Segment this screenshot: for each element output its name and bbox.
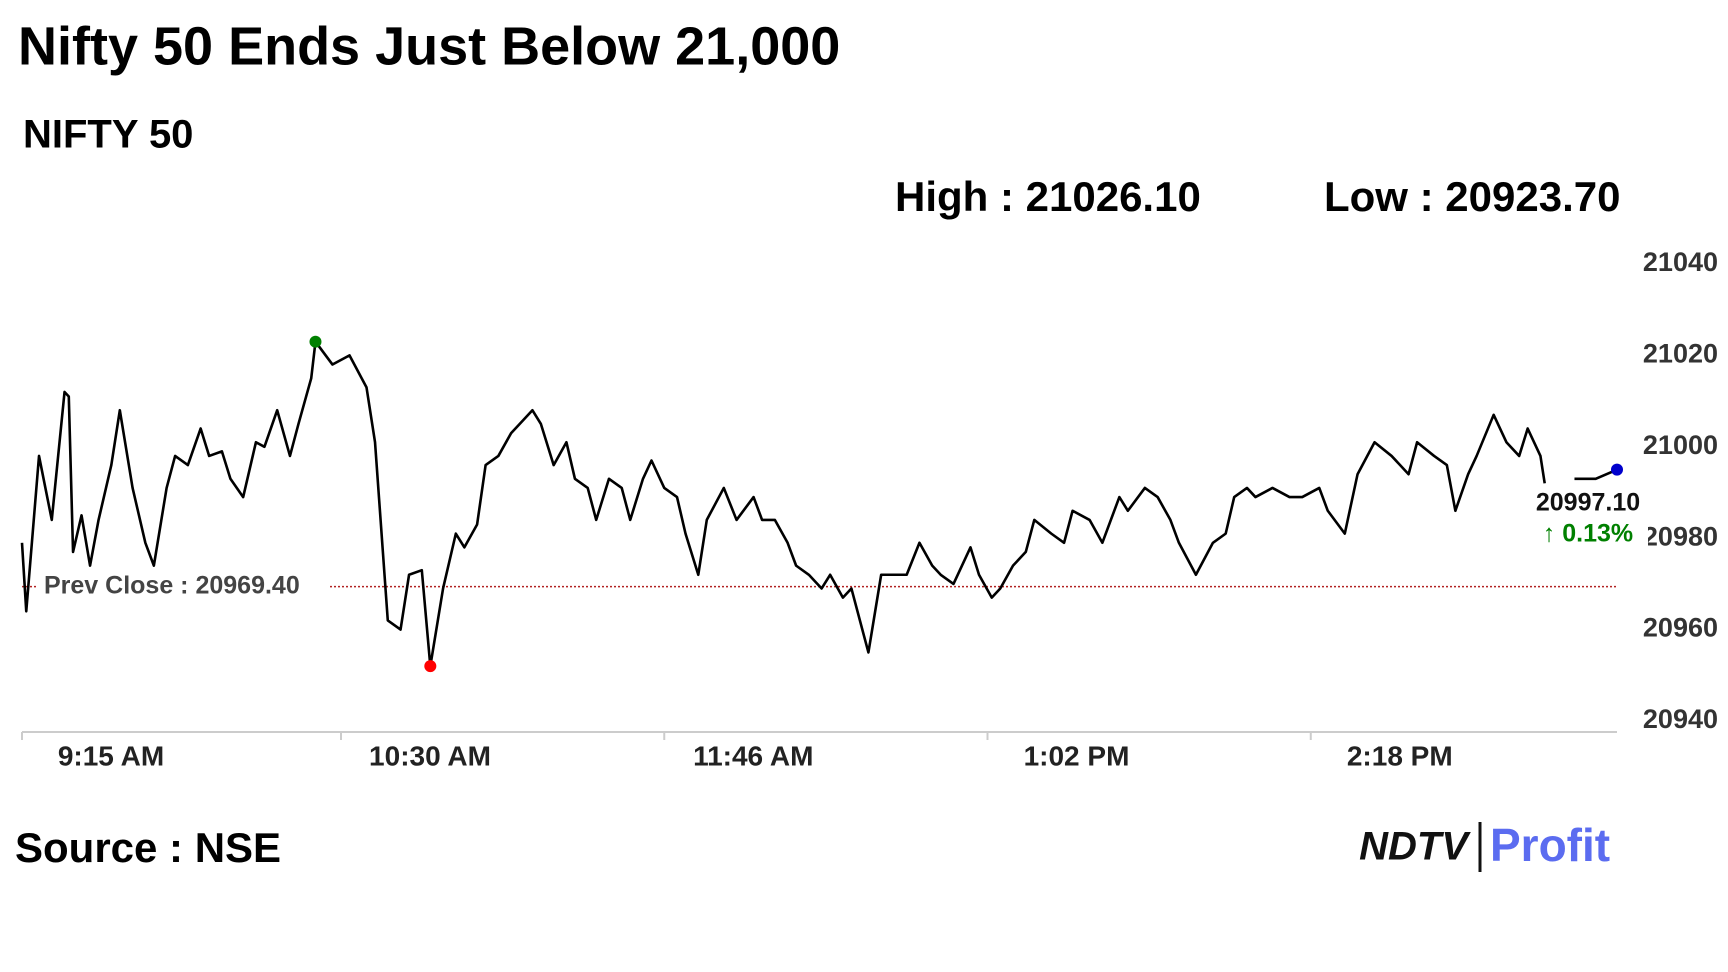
prev-close-label-bg	[38, 570, 328, 603]
chart-title: Nifty 50 Ends Just Below 21,000	[18, 16, 840, 76]
y-tick-label: 20960	[1643, 613, 1718, 643]
high-label: High : 21026.10	[895, 173, 1201, 220]
x-tick-label: 9:15 AM	[58, 740, 164, 771]
y-tick-label: 21000	[1643, 430, 1718, 460]
change-label: ↑ 0.13%	[1543, 520, 1633, 548]
x-tick-label: 2:18 PM	[1347, 740, 1453, 771]
source: Source : NSE	[15, 824, 281, 871]
price-line	[1574, 468, 1618, 481]
last-label-bg	[1528, 486, 1648, 550]
y-tick-label: 21040	[1643, 247, 1718, 277]
x-tick-label: 11:46 AM	[693, 740, 813, 771]
high-marker	[309, 335, 322, 348]
low-label: Low : 20923.70	[1324, 173, 1620, 220]
y-tick-label: 20940	[1643, 704, 1718, 734]
chart-subtitle: NIFTY 50	[23, 113, 193, 157]
x-tick-label: 1:02 PM	[1024, 740, 1130, 771]
y-tick-label: 20980	[1643, 521, 1718, 551]
last-marker	[1611, 463, 1623, 476]
x-tick-label: 10:30 AM	[369, 740, 491, 771]
low-marker	[424, 660, 437, 673]
logo-ndtv: NDTV	[1359, 825, 1471, 869]
price-line	[20, 340, 1546, 668]
y-tick-label: 21020	[1643, 339, 1718, 369]
last-label: 20997.10	[1536, 489, 1640, 517]
prev-close-label: Prev Close : 20969.40	[44, 571, 300, 599]
logo-profit: Profit	[1490, 819, 1610, 871]
